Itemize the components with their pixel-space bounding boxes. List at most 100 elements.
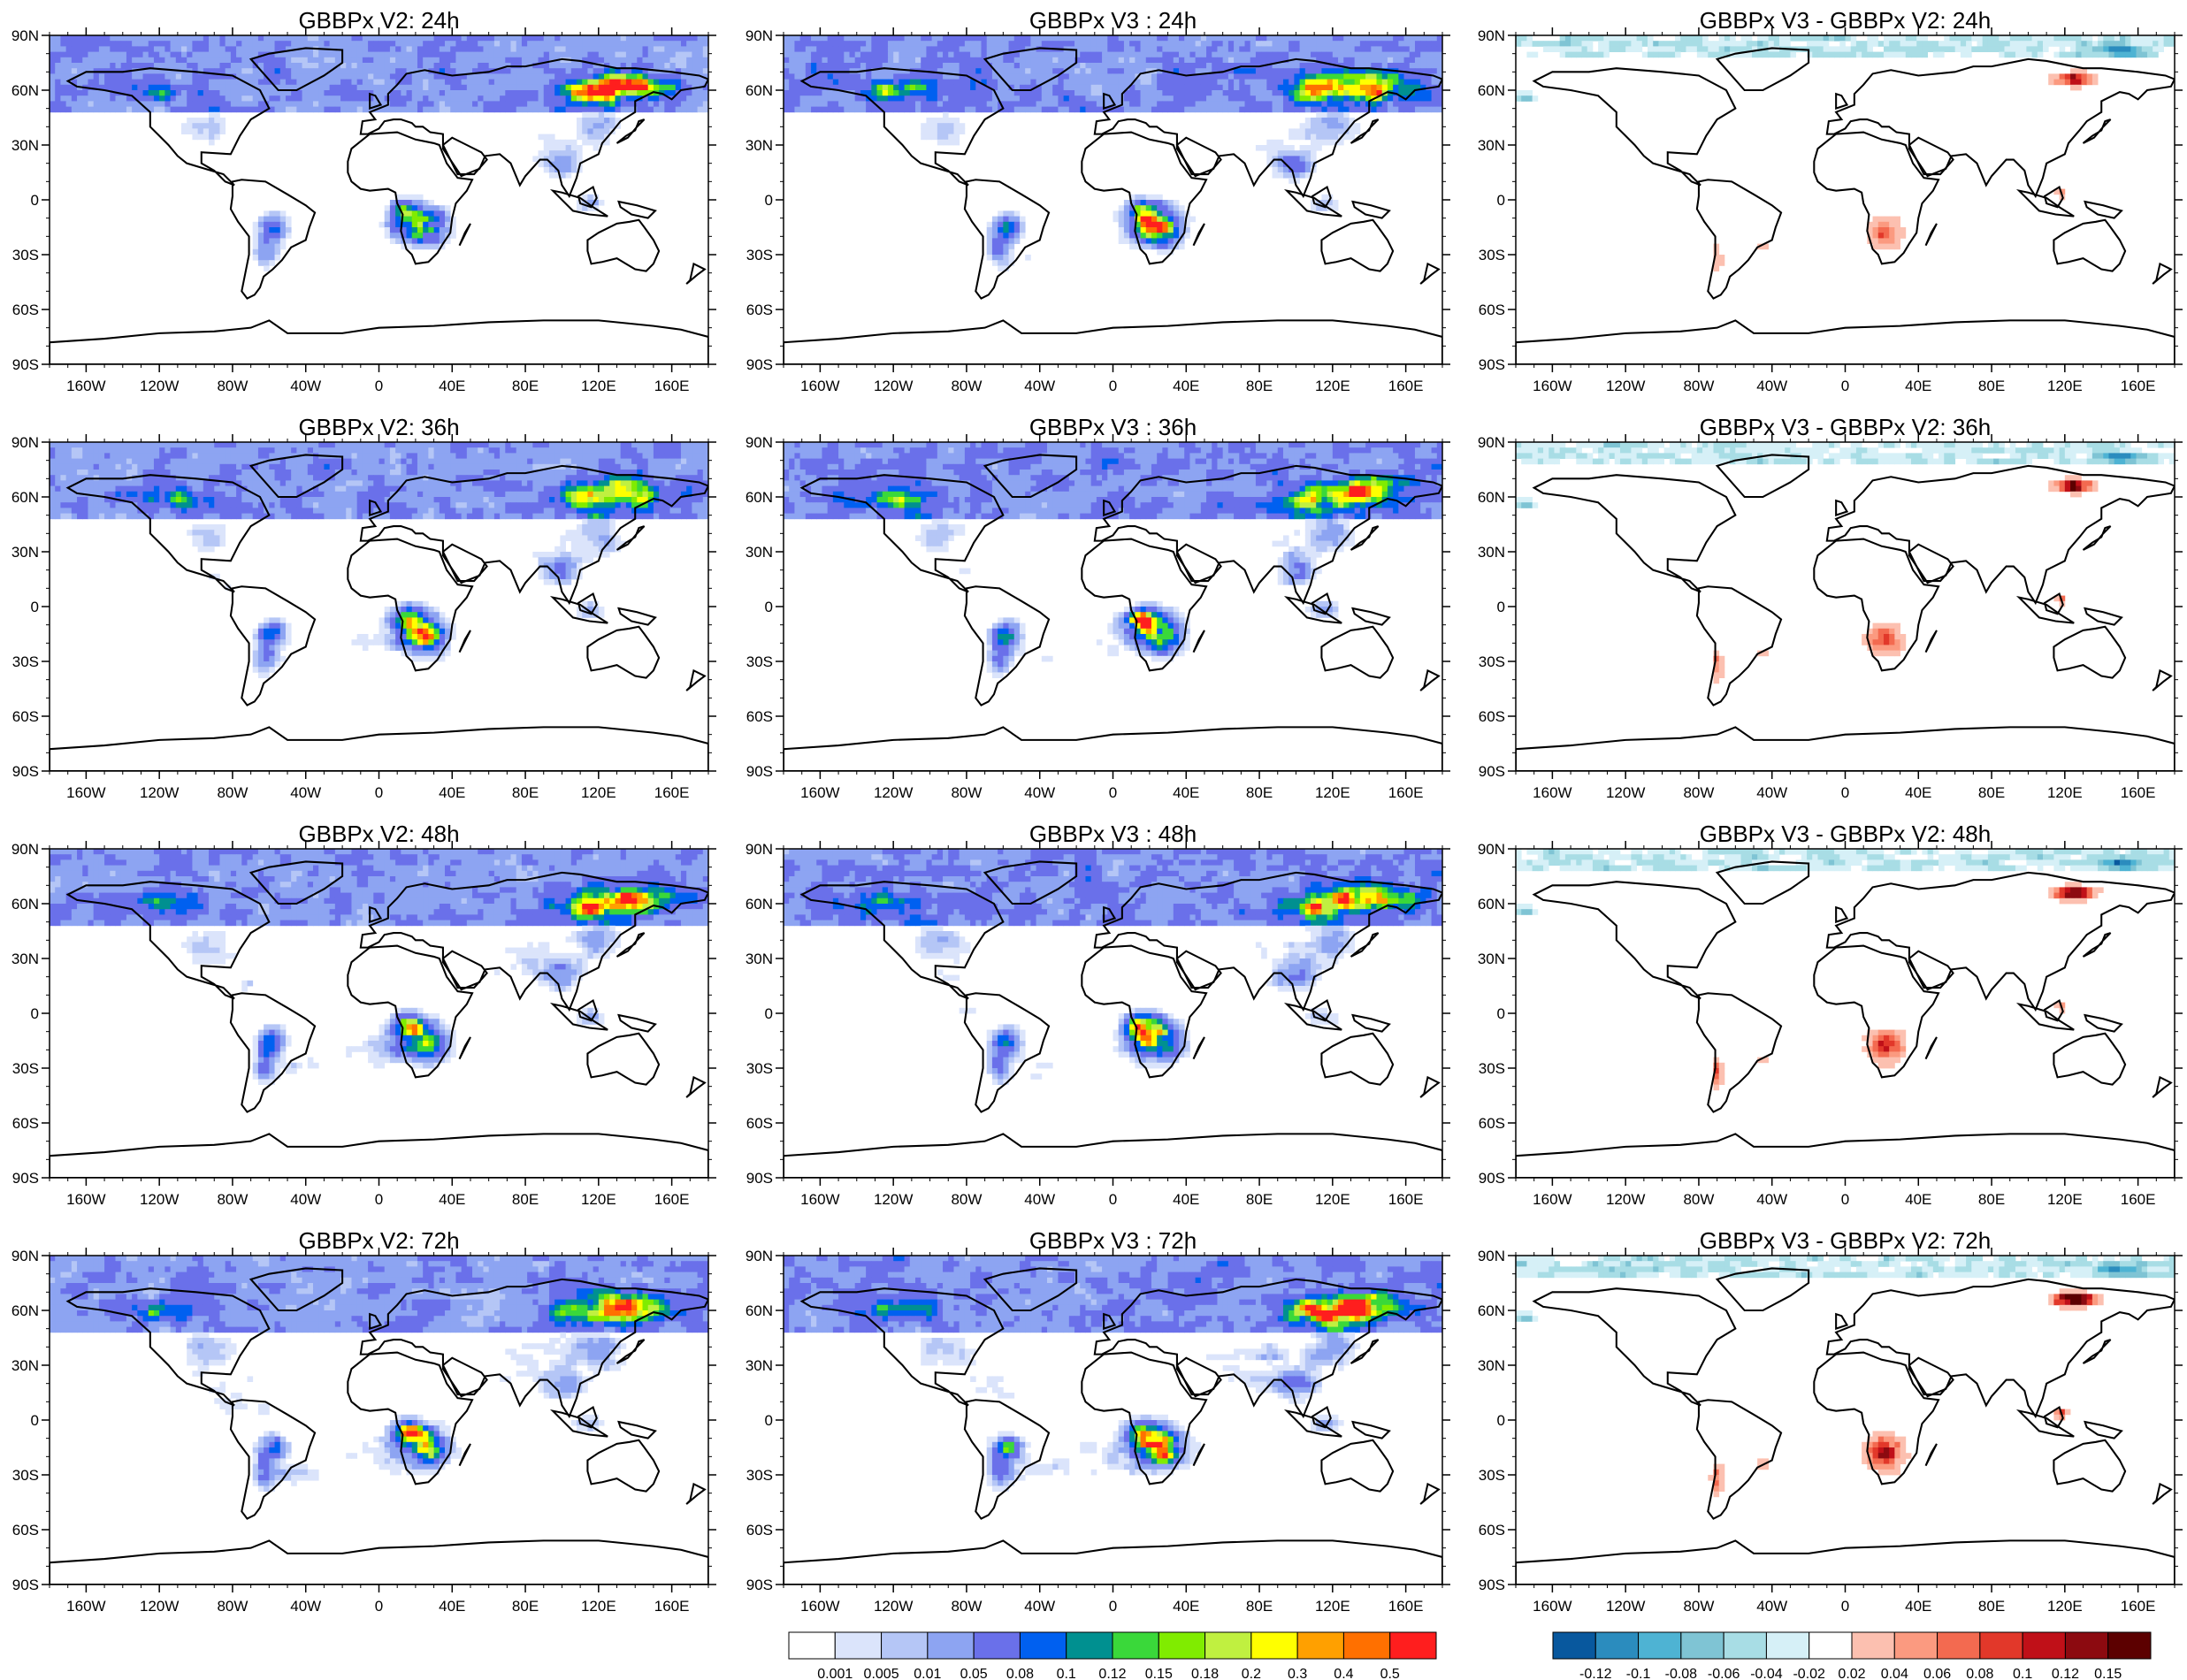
- data-field: [50, 849, 708, 1178]
- lat-tick-label: 60S: [1479, 1115, 1505, 1132]
- lon-tick-label: 160E: [654, 784, 690, 801]
- colorbar-swatch: [834, 1631, 883, 1660]
- lon-tick-label: 160E: [1388, 378, 1424, 394]
- lat-tick-label: 30N: [1478, 137, 1505, 154]
- lat-tick-label: 30N: [1478, 1357, 1505, 1374]
- lon-tick-label: 40W: [1024, 1191, 1055, 1208]
- lat-tick-label: 60N: [746, 489, 773, 506]
- lat-tick-label: 60N: [11, 489, 39, 506]
- lat-tick-label: 90S: [746, 356, 773, 373]
- colorbar-label: 0.01: [914, 1667, 941, 1680]
- lat-tick-label: 0: [31, 599, 39, 615]
- lon-tick-label: 80E: [1978, 1598, 2005, 1615]
- colorbar-label: 0.06: [1923, 1667, 1951, 1680]
- lon-tick-label: 0: [375, 1191, 383, 1208]
- lat-tick-label: 30S: [12, 1060, 39, 1077]
- lon-tick-label: 0: [1841, 1598, 1849, 1615]
- lat-tick-label: 60N: [11, 896, 39, 913]
- lon-tick-label: 0: [1109, 1598, 1117, 1615]
- lon-tick-label: 120E: [2047, 1191, 2083, 1208]
- colorbar-swatch: [1680, 1631, 1724, 1660]
- lat-tick-label: 60N: [746, 1302, 773, 1319]
- lat-tick-label: 60S: [746, 708, 773, 725]
- lon-tick-label: 80W: [217, 784, 248, 801]
- lon-tick-label: 120E: [1315, 1191, 1350, 1208]
- data-field: [1516, 35, 2175, 364]
- lat-tick-label: 60S: [746, 1115, 773, 1132]
- lat-tick-label: 30N: [1478, 951, 1505, 967]
- lon-tick-label: 160W: [66, 378, 105, 394]
- lon-tick-label: 40E: [1173, 784, 1199, 801]
- colorbar-label: -0.04: [1750, 1667, 1783, 1680]
- colorbar-label: 0.1: [1057, 1667, 1076, 1680]
- lat-tick-label: 90N: [11, 841, 39, 858]
- data-field: [784, 1256, 1442, 1585]
- lat-tick-label: 30N: [746, 951, 773, 967]
- lon-tick-label: 160W: [800, 1598, 839, 1615]
- lon-tick-label: 40E: [439, 1598, 465, 1615]
- lon-tick-label: 120W: [1606, 1191, 1645, 1208]
- lon-tick-label: 120E: [2047, 378, 2083, 394]
- lon-tick-label: 120W: [874, 378, 913, 394]
- lon-tick-label: 160W: [800, 1191, 839, 1208]
- lat-tick-label: 90S: [1479, 1577, 1505, 1593]
- lat-tick-label: 90S: [12, 356, 39, 373]
- lon-tick-label: 120W: [874, 784, 913, 801]
- lat-tick-label: 90N: [11, 1248, 39, 1264]
- lon-tick-label: 80E: [512, 784, 539, 801]
- lat-tick-label: 90N: [11, 27, 39, 44]
- data-field: [50, 1256, 708, 1585]
- colorbar-label: 0.08: [1966, 1667, 1993, 1680]
- lon-tick-label: 120W: [140, 784, 179, 801]
- lon-tick-label: 40E: [1173, 378, 1199, 394]
- colorbar-swatch: [2064, 1631, 2109, 1660]
- lon-tick-label: 80E: [1978, 1191, 2005, 1208]
- colorbar-swatch: [1638, 1631, 1682, 1660]
- colorbar-swatch: [1066, 1631, 1113, 1660]
- lat-tick-label: 90S: [12, 1170, 39, 1187]
- lon-tick-label: 160E: [654, 378, 690, 394]
- colorbar-label: 0.4: [1334, 1667, 1353, 1680]
- lon-tick-label: 40E: [1905, 1191, 1931, 1208]
- lat-tick-label: 30N: [746, 544, 773, 561]
- lat-tick-label: 0: [765, 599, 773, 615]
- colorbar-swatch: [881, 1631, 929, 1660]
- colorbar-label: 0.15: [1145, 1667, 1173, 1680]
- colorbar-swatch: [1158, 1631, 1206, 1660]
- lon-tick-label: 120E: [581, 1598, 616, 1615]
- lon-tick-label: 40W: [290, 1191, 321, 1208]
- colorbar-label: 0.15: [2094, 1667, 2122, 1680]
- lat-tick-label: 30S: [1479, 1467, 1505, 1484]
- colorbar-label: -0.06: [1708, 1667, 1740, 1680]
- lon-tick-label: 120E: [581, 1191, 616, 1208]
- lon-tick-label: 120E: [1315, 378, 1350, 394]
- colorbar-swatch: [1937, 1631, 1981, 1660]
- data-field: [1516, 1256, 2175, 1585]
- lat-tick-label: 90S: [746, 1577, 773, 1593]
- lat-tick-label: 30S: [12, 1467, 39, 1484]
- lon-tick-label: 120W: [874, 1598, 913, 1615]
- lon-tick-label: 120W: [874, 1191, 913, 1208]
- colorbar-swatch: [1112, 1631, 1159, 1660]
- lat-tick-label: 90S: [12, 1577, 39, 1593]
- data-field: [784, 35, 1442, 364]
- lon-tick-label: 160W: [66, 784, 105, 801]
- lat-tick-label: 90N: [746, 1248, 773, 1264]
- lat-tick-label: 30S: [746, 1060, 773, 1077]
- lon-tick-label: 80E: [1246, 378, 1273, 394]
- lat-tick-label: 60S: [12, 1115, 39, 1132]
- lat-tick-label: 30S: [12, 247, 39, 263]
- lat-tick-label: 30N: [1478, 544, 1505, 561]
- lat-tick-label: 60N: [1478, 1302, 1505, 1319]
- lon-tick-label: 80E: [512, 378, 539, 394]
- lat-tick-label: 0: [765, 1005, 773, 1022]
- lat-tick-label: 0: [31, 192, 39, 209]
- lat-tick-label: 30N: [11, 137, 39, 154]
- colorbar-label: 0.05: [960, 1667, 988, 1680]
- lat-tick-label: 0: [765, 1412, 773, 1429]
- colorbar-swatch: [1250, 1631, 1298, 1660]
